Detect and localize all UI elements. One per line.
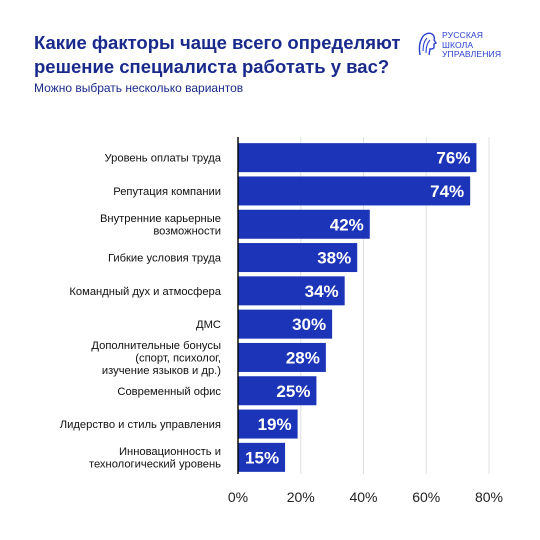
- bar-value-label: 74%: [430, 182, 464, 201]
- brand-logo-text: РУССКАЯ ШКОЛА УПРАВЛЕНИЯ: [442, 30, 502, 60]
- bar-value-label: 76%: [436, 149, 470, 168]
- bust-profile-icon: [418, 32, 438, 56]
- brand-logo-line: РУССКАЯ: [442, 30, 484, 40]
- bar-value-label: 25%: [276, 382, 310, 401]
- category-label: Лидерство и стиль управления: [60, 419, 221, 431]
- bar: [238, 309, 333, 339]
- bar-value-label: 30%: [292, 315, 326, 334]
- x-tick-label: 40%: [349, 489, 377, 505]
- bar-value-label: 34%: [305, 282, 339, 301]
- bar: [238, 442, 286, 472]
- category-label: Инновационность и технологический уровень: [89, 446, 221, 471]
- bar: [238, 342, 326, 372]
- bar: [238, 209, 370, 239]
- chart-subtitle: Можно выбрать несколько вариантов: [34, 81, 244, 95]
- x-tick-label: 60%: [412, 489, 440, 505]
- bar-value-label: 38%: [317, 249, 351, 268]
- category-label: Репутация компании: [113, 186, 221, 198]
- category-label: Командный дух и атмосфера: [69, 286, 221, 298]
- bar: [238, 376, 317, 406]
- chart-title: Какие факторы чаще всего определяют реше…: [34, 31, 414, 79]
- bar-value-label: 28%: [286, 348, 320, 367]
- bar-value-label: 19%: [258, 415, 292, 434]
- category-label: Дополнительные бонусы (спорт, психолог, из…: [91, 340, 221, 377]
- category-label: Уровень оплаты труда: [105, 153, 222, 165]
- category-label: Современный офис: [117, 386, 221, 398]
- bar-value-label: 42%: [330, 215, 364, 234]
- category-label: Гибкие условия труда: [108, 253, 222, 265]
- chart-title-line-2: решение специалиста работать у вас?: [34, 56, 390, 77]
- chart-title-line-1: Какие факторы чаще всего определяют: [34, 32, 401, 53]
- category-label: ДМС: [196, 319, 221, 331]
- brand-logo-line: УПРАВЛЕНИЯ: [442, 49, 502, 60]
- x-tick-label: 0%: [228, 489, 248, 505]
- bar: [238, 409, 298, 439]
- x-tick-label: 80%: [475, 489, 503, 505]
- bar: [238, 176, 471, 206]
- bar: [238, 243, 358, 273]
- bar: [238, 276, 345, 306]
- x-tick-label: 20%: [287, 489, 315, 505]
- bar: [238, 143, 477, 173]
- category-label: Внутренние карьерные возможности: [100, 213, 221, 238]
- brand-logo-line: ШКОЛА: [442, 39, 474, 50]
- brand-logo: РУССКАЯ ШКОЛА УПРАВЛЕНИЯ: [416, 30, 502, 60]
- bar-value-label: 15%: [245, 448, 279, 467]
